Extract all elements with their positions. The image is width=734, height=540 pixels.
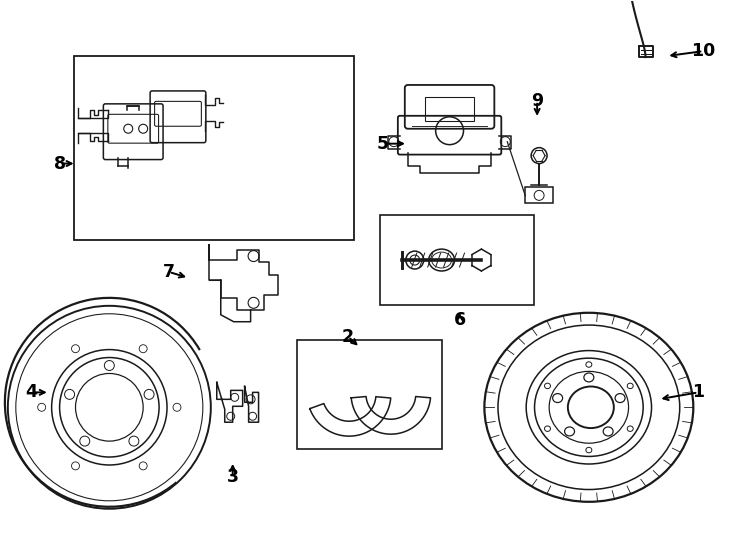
Text: 9: 9 [531,92,543,110]
Bar [73,56,354,240]
Bar [380,215,534,305]
Text: 5: 5 [377,134,389,153]
Bar [425,97,474,121]
Text: 3: 3 [227,468,239,486]
Text: 7: 7 [163,263,175,281]
Text: 4: 4 [26,383,37,401]
Text: 8: 8 [54,154,65,173]
Text: 6: 6 [454,310,465,329]
Text: 2: 2 [342,328,355,346]
Bar [526,187,553,204]
Bar [297,340,442,449]
Text: 10: 10 [691,42,716,60]
Text: 1: 1 [692,383,705,401]
